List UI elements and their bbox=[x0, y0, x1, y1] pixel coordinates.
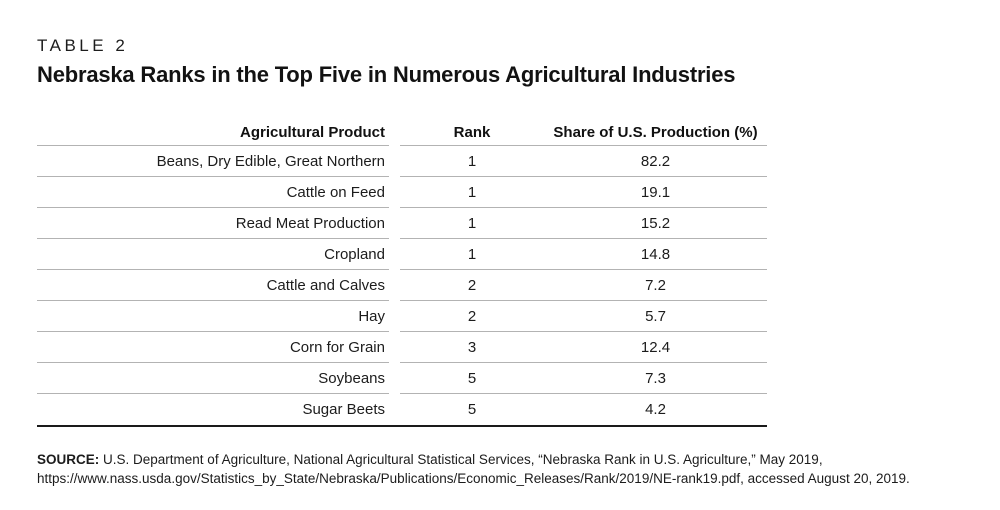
cell-share: 12.4 bbox=[640, 338, 671, 356]
cell-rank: 1 bbox=[467, 183, 477, 201]
cell-agricultural-product: Soybeans bbox=[37, 363, 389, 394]
table-number-label: TABLE 2 bbox=[37, 36, 129, 55]
source-note: SOURCE: U.S. Department of Agriculture, … bbox=[37, 451, 965, 488]
column-gap bbox=[389, 177, 400, 208]
row-right-segment: 1 82.2 bbox=[400, 146, 767, 177]
source-text: U.S. Department of Agriculture, National… bbox=[37, 452, 910, 486]
cell-share: 15.2 bbox=[640, 214, 671, 232]
cell-agricultural-product: Cattle on Feed bbox=[37, 177, 389, 208]
cell-agricultural-product: Sugar Beets bbox=[302, 401, 385, 418]
cell-agricultural-product: Cattle and Calves bbox=[37, 270, 389, 301]
header-right-segment: Rank Share of U.S. Production (%) bbox=[400, 119, 767, 146]
column-gap bbox=[389, 119, 400, 146]
cell-share: 5.7 bbox=[645, 307, 666, 325]
cell-share: 14.8 bbox=[640, 245, 671, 263]
table-row: Beans, Dry Edible, Great Northern 1 82.2 bbox=[37, 146, 767, 177]
table-header-row: Agricultural Product Rank Share of U.S. … bbox=[37, 119, 767, 146]
column-gap bbox=[389, 146, 400, 177]
column-gap bbox=[389, 394, 400, 425]
agricultural-rank-table: Agricultural Product Rank Share of U.S. … bbox=[37, 119, 767, 427]
row-right-segment: 1 19.1 bbox=[400, 177, 767, 208]
cell-share: 7.2 bbox=[645, 276, 666, 294]
cell-rank: 1 bbox=[467, 245, 477, 263]
table-row: Sugar Beets 5 4.2 bbox=[37, 394, 767, 425]
row-right-segment: 2 5.7 bbox=[400, 301, 767, 332]
table-row: Cropland 1 14.8 bbox=[37, 239, 767, 270]
table-row: Soybeans 5 7.3 bbox=[37, 363, 767, 394]
cell-agricultural-product: Beans, Dry Edible, Great Northern bbox=[37, 146, 389, 177]
cell-rank: 2 bbox=[467, 276, 477, 294]
column-gap bbox=[389, 208, 400, 239]
column-gap bbox=[389, 270, 400, 301]
row-right-segment: 3 12.4 bbox=[400, 332, 767, 363]
column-gap bbox=[389, 301, 400, 332]
cell-rank: 2 bbox=[467, 307, 477, 325]
cell-agricultural-product: Read Meat Production bbox=[37, 208, 389, 239]
column-header-agricultural-product: Agricultural Product bbox=[37, 119, 389, 146]
row-right-segment: 1 14.8 bbox=[400, 239, 767, 270]
page-title: Nebraska Ranks in the Top Five in Numero… bbox=[37, 62, 736, 87]
row-right-segment: 5 4.2 bbox=[400, 394, 767, 425]
cell-agricultural-product: Hay bbox=[37, 301, 389, 332]
column-gap bbox=[389, 332, 400, 363]
column-header-rank: Rank bbox=[453, 123, 491, 141]
table-row: Hay 2 5.7 bbox=[37, 301, 767, 332]
cell-share: 19.1 bbox=[640, 183, 671, 201]
table-body: Beans, Dry Edible, Great Northern 1 82.2… bbox=[37, 146, 767, 425]
table-row: Cattle on Feed 1 19.1 bbox=[37, 177, 767, 208]
cell-rank: 1 bbox=[467, 214, 477, 232]
cell-share: 4.2 bbox=[645, 401, 666, 418]
cell-share: 7.3 bbox=[645, 369, 666, 387]
cell-rank: 3 bbox=[467, 338, 477, 356]
table-row: Corn for Grain 3 12.4 bbox=[37, 332, 767, 363]
column-header-share: Share of U.S. Production (%) bbox=[553, 123, 758, 141]
cell-share: 82.2 bbox=[640, 152, 671, 170]
table-row: Read Meat Production 1 15.2 bbox=[37, 208, 767, 239]
row-right-segment: 5 7.3 bbox=[400, 363, 767, 394]
cell-rank: 5 bbox=[467, 401, 477, 418]
row-right-segment: 2 7.2 bbox=[400, 270, 767, 301]
source-label: SOURCE: bbox=[37, 452, 100, 467]
table-row: Cattle and Calves 2 7.2 bbox=[37, 270, 767, 301]
column-gap bbox=[389, 239, 400, 270]
row-right-segment: 1 15.2 bbox=[400, 208, 767, 239]
cell-agricultural-product: Cropland bbox=[37, 239, 389, 270]
cell-rank: 1 bbox=[467, 152, 477, 170]
cell-rank: 5 bbox=[467, 369, 477, 387]
cell-agricultural-product: Corn for Grain bbox=[37, 332, 389, 363]
column-gap bbox=[389, 363, 400, 394]
